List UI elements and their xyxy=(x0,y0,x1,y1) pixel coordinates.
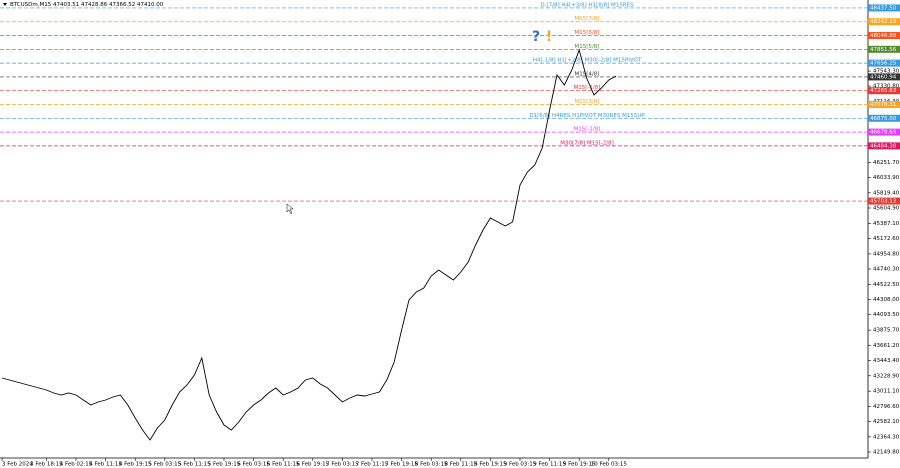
level-label: 45703.13 xyxy=(870,199,897,205)
level-label: 48437.50 xyxy=(870,5,897,11)
y-tick-label: 43443.40 xyxy=(873,358,900,364)
y-tick-label: 45172.60 xyxy=(873,236,900,242)
x-tick-label: 7 Feb 19:15 xyxy=(385,462,418,468)
level-note: M15[6/8] xyxy=(575,30,600,36)
y-tick-label: 43661.20 xyxy=(873,343,900,349)
x-tick-label: 6 Feb 11:15 xyxy=(267,462,300,468)
level-box xyxy=(868,59,900,67)
x-tick-label: 3 Feb 2024 xyxy=(2,462,33,468)
x-tick-label: 6 Feb 19:15 xyxy=(297,462,330,468)
y-tick-label: 45819.40 xyxy=(873,190,900,196)
level-label: 48242.19 xyxy=(870,19,897,25)
y-tick-label: 44093.50 xyxy=(873,312,900,318)
y-tick-label: 43011.10 xyxy=(873,389,900,395)
level-box xyxy=(868,32,900,40)
x-tick-label: 5 Feb 11:15 xyxy=(178,462,211,468)
y-tick-label: 45387.10 xyxy=(873,221,900,227)
level-note: M30[7/8] M15[-2/8] xyxy=(560,140,614,146)
x-tick-label: 8 Feb 03:15 xyxy=(415,462,448,468)
level-note: M15[3/8] xyxy=(575,99,600,105)
x-tick-label: 7 Feb 11:15 xyxy=(356,462,389,468)
x-tick-label: 8 Feb 11:15 xyxy=(445,462,478,468)
symbol-menu[interactable] xyxy=(3,3,7,6)
y-tick-label: 42582.10 xyxy=(873,419,900,425)
mouse-cursor xyxy=(286,203,294,215)
level-label: 46875.00 xyxy=(870,116,897,122)
x-tick-label: 7 Feb 03:15 xyxy=(326,462,359,468)
y-tick-label: 44308.00 xyxy=(873,297,900,303)
y-tick-label: 45604.90 xyxy=(873,205,900,211)
level-label: 48046.88 xyxy=(870,33,897,39)
alert-icon: ! xyxy=(546,29,552,45)
level-label: 47460.94 xyxy=(870,74,897,80)
level-label: 47851.56 xyxy=(870,47,897,53)
level-box xyxy=(868,18,900,26)
level-note: M15[7/8] xyxy=(575,16,600,22)
level-note: M15[4/8] xyxy=(575,71,600,77)
level-box xyxy=(868,45,900,53)
alert-icon: ? xyxy=(532,29,540,45)
level-box xyxy=(868,101,900,109)
level-box xyxy=(868,73,900,81)
level-label: 47070.31 xyxy=(870,102,896,108)
y-tick-label: 46251.70 xyxy=(873,160,900,166)
x-tick-label: 5 Feb 03:15 xyxy=(149,462,182,468)
x-tick-label: 4 Feb 11:15 xyxy=(89,462,122,468)
chart-title: BTCUSDm,M15 47403.51 47428.86 47366.52 4… xyxy=(10,2,164,8)
x-tick-label: 4 Feb 02:15 xyxy=(60,462,93,468)
level-box xyxy=(868,87,900,95)
y-tick-label: 46033.90 xyxy=(873,175,900,181)
y-tick-label: 47330.80 xyxy=(873,84,900,90)
price-line xyxy=(1,48,617,441)
x-tick-label: 6 Feb 03:15 xyxy=(237,462,270,468)
level-note: H4[-1/8] H1[+2/8] M30[-2/8] M15PIVOT xyxy=(533,58,642,64)
y-tick-label: 42796.60 xyxy=(873,404,900,410)
y-tick-label: 44954.80 xyxy=(873,251,900,257)
x-tick-label: 9 Feb 03:15 xyxy=(504,462,537,468)
y-tick-label: 42149.80 xyxy=(873,450,900,456)
level-box xyxy=(868,4,900,12)
level-box xyxy=(868,114,900,122)
y-tick-label: 42364.30 xyxy=(873,434,900,440)
x-tick-label: 9 Feb 19:15 xyxy=(563,462,596,468)
y-tick-label: 44740.30 xyxy=(873,267,900,273)
x-tick-label: 9 Feb 11:15 xyxy=(533,462,566,468)
level-box xyxy=(868,128,900,136)
x-tick-label: 10 Feb 03:15 xyxy=(591,462,628,468)
x-tick-label: 3 Feb 18:15 xyxy=(30,462,63,468)
level-note: D:[7/8] H4[+3/8] H1[8/8] M15RES xyxy=(540,2,634,8)
level-note: M15[-1/8] xyxy=(574,127,601,133)
x-tick-label: 8 Feb 19:15 xyxy=(474,462,507,468)
y-tick-label: 44522.50 xyxy=(873,282,900,288)
level-label: 47265.63 xyxy=(870,88,897,94)
level-label: 47656.25 xyxy=(870,61,897,67)
level-note: M15[5/8] xyxy=(575,44,600,50)
level-box xyxy=(868,142,900,150)
x-tick-label: 4 Feb 19:15 xyxy=(119,462,152,468)
level-note: D1[6/8] H4RES H1PIVOT M30RES M15SUP xyxy=(529,113,645,119)
y-tick-label: 43228.90 xyxy=(873,373,900,379)
x-tick-label: 5 Feb 19:15 xyxy=(208,462,241,468)
level-label: 46484.38 xyxy=(870,143,897,149)
level-box xyxy=(868,197,900,205)
y-tick-label: 43875.70 xyxy=(873,328,900,334)
y-tick-label: 47543.30 xyxy=(873,69,900,75)
level-note: M15[-1/8] xyxy=(574,85,601,91)
level-label: 46679.69 xyxy=(870,130,897,136)
